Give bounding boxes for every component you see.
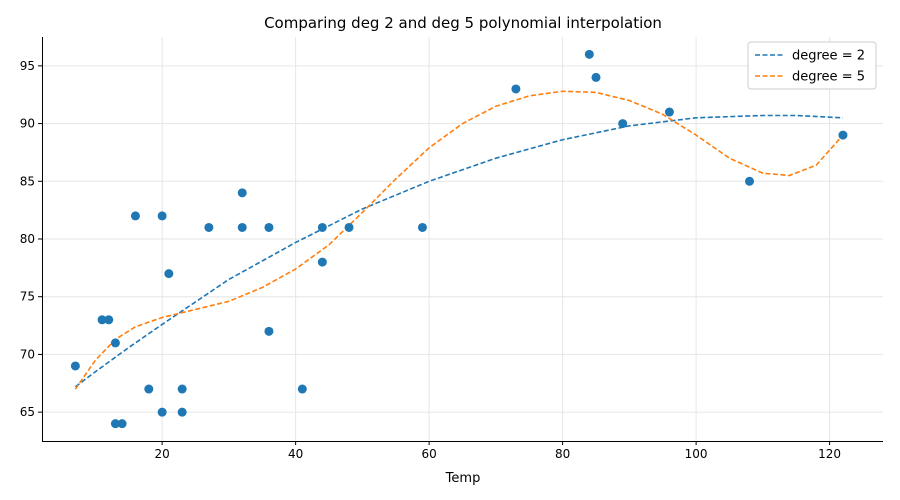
data-point — [110, 338, 120, 348]
series-lines — [74, 90, 844, 390]
y-tick-label: 85 — [20, 174, 35, 188]
data-point — [297, 384, 307, 394]
data-point — [117, 419, 127, 429]
ticks: 20 40 60 80 100 120 65 70 75 80 85 90 95 — [20, 59, 841, 461]
series-line-degree-5 — [74, 90, 844, 390]
data-point — [237, 188, 247, 198]
data-point — [157, 211, 167, 221]
y-tick-label: 90 — [20, 117, 35, 131]
data-point — [164, 269, 174, 279]
data-point — [591, 72, 601, 82]
data-point — [97, 315, 107, 325]
x-tick-label: 80 — [555, 447, 570, 461]
x-tick-label: 100 — [685, 447, 708, 461]
x-tick-label: 60 — [421, 447, 436, 461]
x-tick-label: 120 — [818, 447, 841, 461]
data-point — [664, 107, 674, 117]
x-axis-label: Temp — [445, 471, 481, 486]
data-point — [204, 222, 214, 232]
data-point — [237, 222, 247, 232]
y-tick-label: 80 — [20, 232, 35, 246]
series-line-degree-2 — [74, 114, 843, 388]
data-point — [584, 49, 594, 59]
data-point — [317, 257, 327, 267]
data-point — [264, 222, 274, 232]
y-tick-label: 75 — [20, 290, 35, 304]
data-point — [344, 222, 354, 232]
legend-box — [747, 41, 877, 90]
data-point — [745, 176, 755, 186]
data-point — [618, 119, 628, 129]
data-point — [838, 130, 848, 140]
data-point — [177, 407, 187, 417]
y-tick-label: 65 — [20, 405, 35, 419]
legend-label-degree-2: degree = 2 — [792, 49, 865, 64]
data-point — [157, 407, 167, 417]
y-tick-label: 95 — [20, 59, 35, 73]
chart-title: Comparing deg 2 and deg 5 polynomial int… — [264, 14, 662, 32]
data-point — [110, 419, 120, 429]
legend: degree = 2 degree = 5 — [747, 41, 877, 90]
x-tick-label: 20 — [155, 447, 170, 461]
grid — [42, 37, 883, 441]
legend-label-degree-5: degree = 5 — [792, 70, 865, 85]
data-point — [317, 222, 327, 232]
data-point — [144, 384, 154, 394]
axes — [42, 37, 883, 442]
data-point — [130, 211, 140, 221]
scatter-points — [70, 49, 848, 429]
data-point — [177, 384, 187, 394]
data-point — [511, 84, 521, 94]
y-tick-label: 70 — [20, 347, 35, 361]
x-tick-label: 40 — [288, 447, 303, 461]
data-point — [417, 222, 427, 232]
data-point — [104, 315, 114, 325]
data-point — [70, 361, 80, 371]
data-point — [264, 326, 274, 336]
